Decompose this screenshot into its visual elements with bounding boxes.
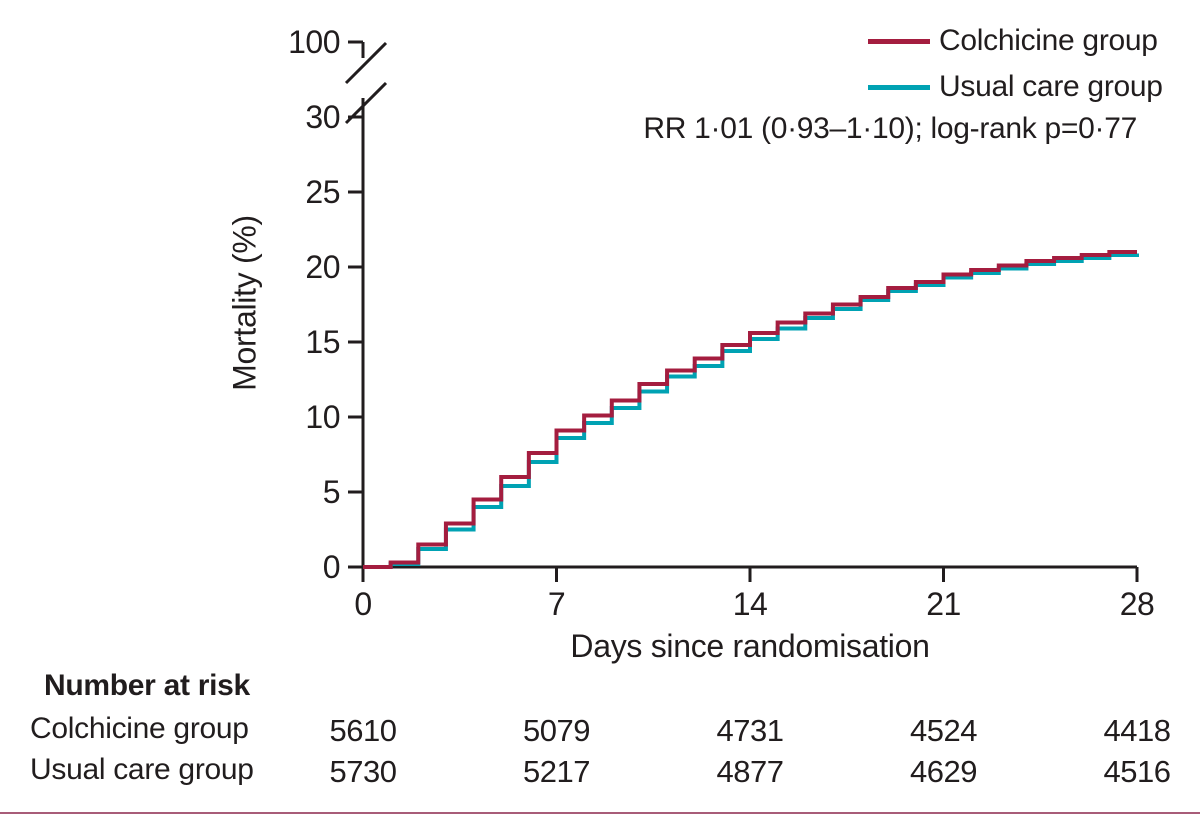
legend-label-usual-care: Usual care group xyxy=(939,70,1163,103)
x-tick-label: 21 xyxy=(926,586,961,622)
legend-entry-usual-care: Usual care group xyxy=(868,70,1163,104)
y-tick-label: 20 xyxy=(305,249,340,285)
risk-value: 5730 xyxy=(330,754,397,789)
y-tick-label: 100 xyxy=(288,24,340,60)
y-tick-label: 25 xyxy=(305,174,340,210)
x-axis-title: Days since randomisation xyxy=(570,628,930,664)
y-tick-label: 10 xyxy=(305,399,340,435)
axis-break-slash-upper xyxy=(344,41,388,85)
number-at-risk-header: Number at risk xyxy=(44,669,250,702)
risk-row-label-colchicine: Colchicine group xyxy=(30,712,249,745)
y-tick-label: 15 xyxy=(305,324,340,360)
legend-label-colchicine: Colchicine group xyxy=(939,24,1158,57)
x-tick-label: 0 xyxy=(354,586,371,622)
y-tick-label: 30 xyxy=(305,99,340,135)
rr-logrank-annotation: RR 1·01 (0·93–1·10); log-rank p=0·77 xyxy=(643,112,1137,145)
risk-row-label-usual-care: Usual care group xyxy=(30,753,254,786)
usual-care-line-swatch xyxy=(868,84,930,90)
risk-value: 4524 xyxy=(910,713,977,748)
legend-entry-colchicine: Colchicine group xyxy=(868,24,1158,58)
y-tick-label: 0 xyxy=(323,549,340,585)
risk-value: 4877 xyxy=(717,754,784,789)
y-tick-label: 5 xyxy=(323,474,340,510)
figure-bottom-rule xyxy=(0,812,1200,814)
risk-value: 4629 xyxy=(910,754,977,789)
x-tick-label: 7 xyxy=(548,586,565,622)
x-tick-label: 28 xyxy=(1120,586,1155,622)
risk-value: 4731 xyxy=(717,713,784,748)
x-tick-label: 14 xyxy=(733,586,768,622)
risk-value: 4418 xyxy=(1104,713,1171,748)
risk-value: 4516 xyxy=(1104,754,1171,789)
risk-value: 5217 xyxy=(523,754,590,789)
colchicine-line-swatch xyxy=(868,38,930,44)
y-axis-title: Mortality (%) xyxy=(226,215,263,391)
usual-care-curve xyxy=(363,253,1139,569)
risk-value: 5610 xyxy=(330,713,397,748)
risk-value: 5079 xyxy=(523,713,590,748)
colchicine-curve xyxy=(363,250,1137,569)
